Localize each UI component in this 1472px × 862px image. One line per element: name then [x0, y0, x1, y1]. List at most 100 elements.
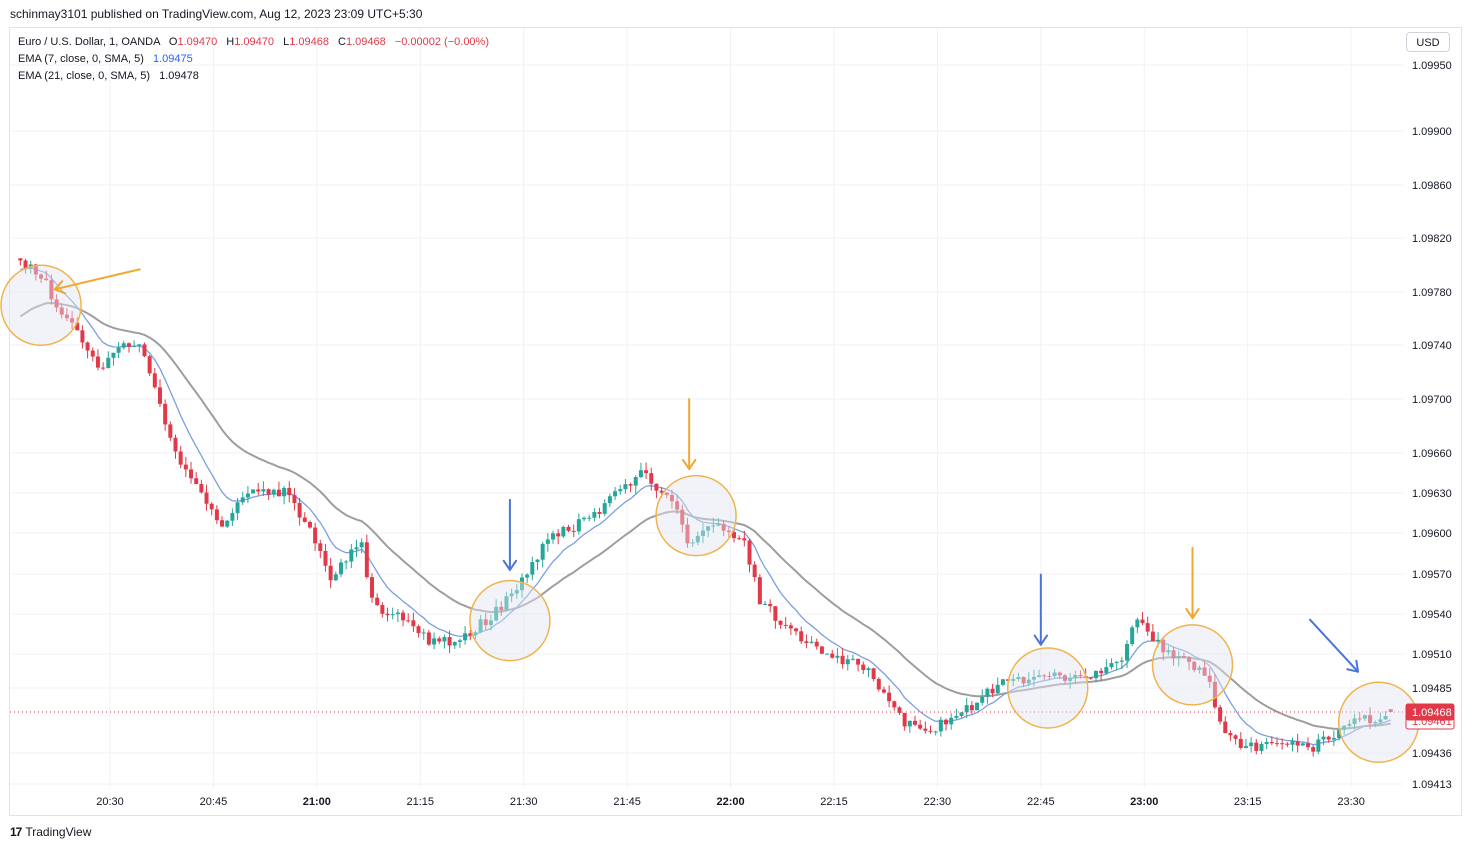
candle-body: [370, 577, 375, 598]
price-tick-label: 1.09436: [1412, 748, 1452, 760]
candle-body: [509, 593, 514, 597]
candle-body: [1290, 741, 1295, 745]
candle-body: [1362, 715, 1367, 719]
candle-body: [1187, 657, 1192, 662]
price-tick-label: 1.09540: [1412, 609, 1452, 621]
candle-body: [1212, 681, 1217, 708]
candle-body: [333, 574, 338, 581]
highlight-circle: [1151, 624, 1234, 706]
candle-body: [840, 655, 845, 665]
candle-body: [282, 487, 287, 497]
price-tick-label: 1.09413: [1412, 779, 1452, 791]
candle-body: [199, 484, 204, 493]
candle-body: [726, 530, 731, 533]
candle-body: [1368, 715, 1373, 724]
candle-body: [788, 625, 793, 629]
candle-body: [338, 562, 343, 575]
candle-body: [344, 561, 349, 563]
candle-body: [969, 705, 974, 711]
candle-body: [695, 535, 700, 543]
price-tick-label: 1.09900: [1412, 126, 1452, 138]
open-label: O: [168, 36, 178, 48]
candle-body: [752, 564, 757, 578]
time-tick-label: 21:15: [407, 796, 435, 808]
candle-body: [1378, 719, 1383, 723]
candle-body: [1228, 733, 1233, 736]
candle-body: [1269, 741, 1274, 744]
candle-body: [302, 517, 307, 522]
candle-body: [313, 527, 318, 544]
candle-body: [990, 688, 995, 694]
candle-body: [1321, 736, 1326, 740]
candle-body: [1192, 661, 1197, 671]
candle-body: [944, 719, 949, 725]
candle-body: [220, 520, 225, 527]
candle-body: [33, 264, 38, 275]
candle-body: [680, 509, 685, 525]
candle-body: [375, 597, 380, 606]
candle-body: [763, 603, 768, 605]
blue-arrow-icon: [502, 498, 518, 571]
candle-body: [1088, 677, 1093, 679]
candle-body: [1026, 679, 1031, 684]
tradingview-logo-icon: 17: [10, 825, 22, 839]
candle-body: [132, 345, 137, 347]
candle-body: [1383, 715, 1388, 720]
candle-body: [1311, 747, 1316, 752]
candle-body: [385, 613, 390, 616]
time-tick-label: 22:00: [716, 796, 744, 808]
candle-body: [1331, 737, 1336, 740]
highlight-circle: [655, 474, 737, 557]
tradingview-brand[interactable]: 17 TradingView: [10, 825, 91, 839]
candle-body: [276, 489, 281, 497]
legend-symbol-row: Euro / U.S. Dollar, 1, OANDA O1.09470 H1…: [18, 34, 489, 51]
candle-body: [447, 637, 452, 646]
ema7-value: 1.09475: [153, 53, 193, 65]
candle-body: [1057, 672, 1062, 676]
candle-body: [204, 492, 209, 504]
candle-body: [416, 626, 421, 634]
candle-body: [142, 344, 147, 357]
candle-body: [975, 702, 980, 711]
candle-body: [240, 497, 245, 503]
candle-body: [525, 574, 530, 578]
candle-body: [1243, 746, 1248, 748]
candle-body: [897, 707, 902, 713]
candle-body: [1073, 675, 1078, 679]
candle-body: [907, 720, 912, 727]
candle-body: [928, 730, 933, 732]
time-axis[interactable]: 20:30 20:45 21:00 21:15 21:30 21:45 22:00 22:15…: [96, 796, 1365, 808]
price-axis[interactable]: 1.09950 1.09900 1.09860 1.09820 1.09780 1.097…: [1405, 60, 1455, 791]
candle-body: [731, 532, 736, 539]
legend-ema7-row[interactable]: EMA (7, close, 0, SMA, 5) 1.09475: [18, 51, 489, 68]
highlight-circle: [469, 579, 551, 662]
candle-body: [1306, 743, 1311, 748]
candle-body: [794, 628, 799, 632]
currency-button[interactable]: USD: [1406, 32, 1450, 52]
highlight-circle: [1006, 647, 1089, 729]
candle-body: [432, 638, 437, 645]
candle-body: [1274, 743, 1279, 745]
candle-body: [70, 318, 75, 323]
time-tick-label: 22:30: [924, 796, 952, 808]
candle-body: [349, 549, 354, 562]
price-tick-label: 1.09600: [1412, 528, 1452, 540]
candle-body: [401, 612, 406, 621]
candle-body: [1300, 743, 1305, 746]
candle-body: [1021, 677, 1026, 684]
symbol-label[interactable]: Euro / U.S. Dollar, 1, OANDA: [18, 36, 160, 48]
candle-body: [1156, 639, 1161, 642]
publisher-line: schinmay3101 published on TradingView.co…: [10, 7, 423, 21]
brand-name: TradingView: [25, 825, 92, 839]
price-tick-label: 1.09485: [1412, 683, 1452, 695]
candle-body: [452, 642, 457, 646]
open-value: 1.09470: [177, 36, 218, 48]
candle-body: [540, 543, 545, 560]
legend-ema21-row[interactable]: EMA (21, close, 0, SMA, 5) 1.09478: [18, 68, 489, 85]
candle-body: [613, 491, 618, 497]
candle-body: [1011, 679, 1016, 681]
candle-body: [1130, 627, 1135, 644]
candle-body: [1093, 670, 1098, 679]
candle-body: [561, 526, 566, 537]
